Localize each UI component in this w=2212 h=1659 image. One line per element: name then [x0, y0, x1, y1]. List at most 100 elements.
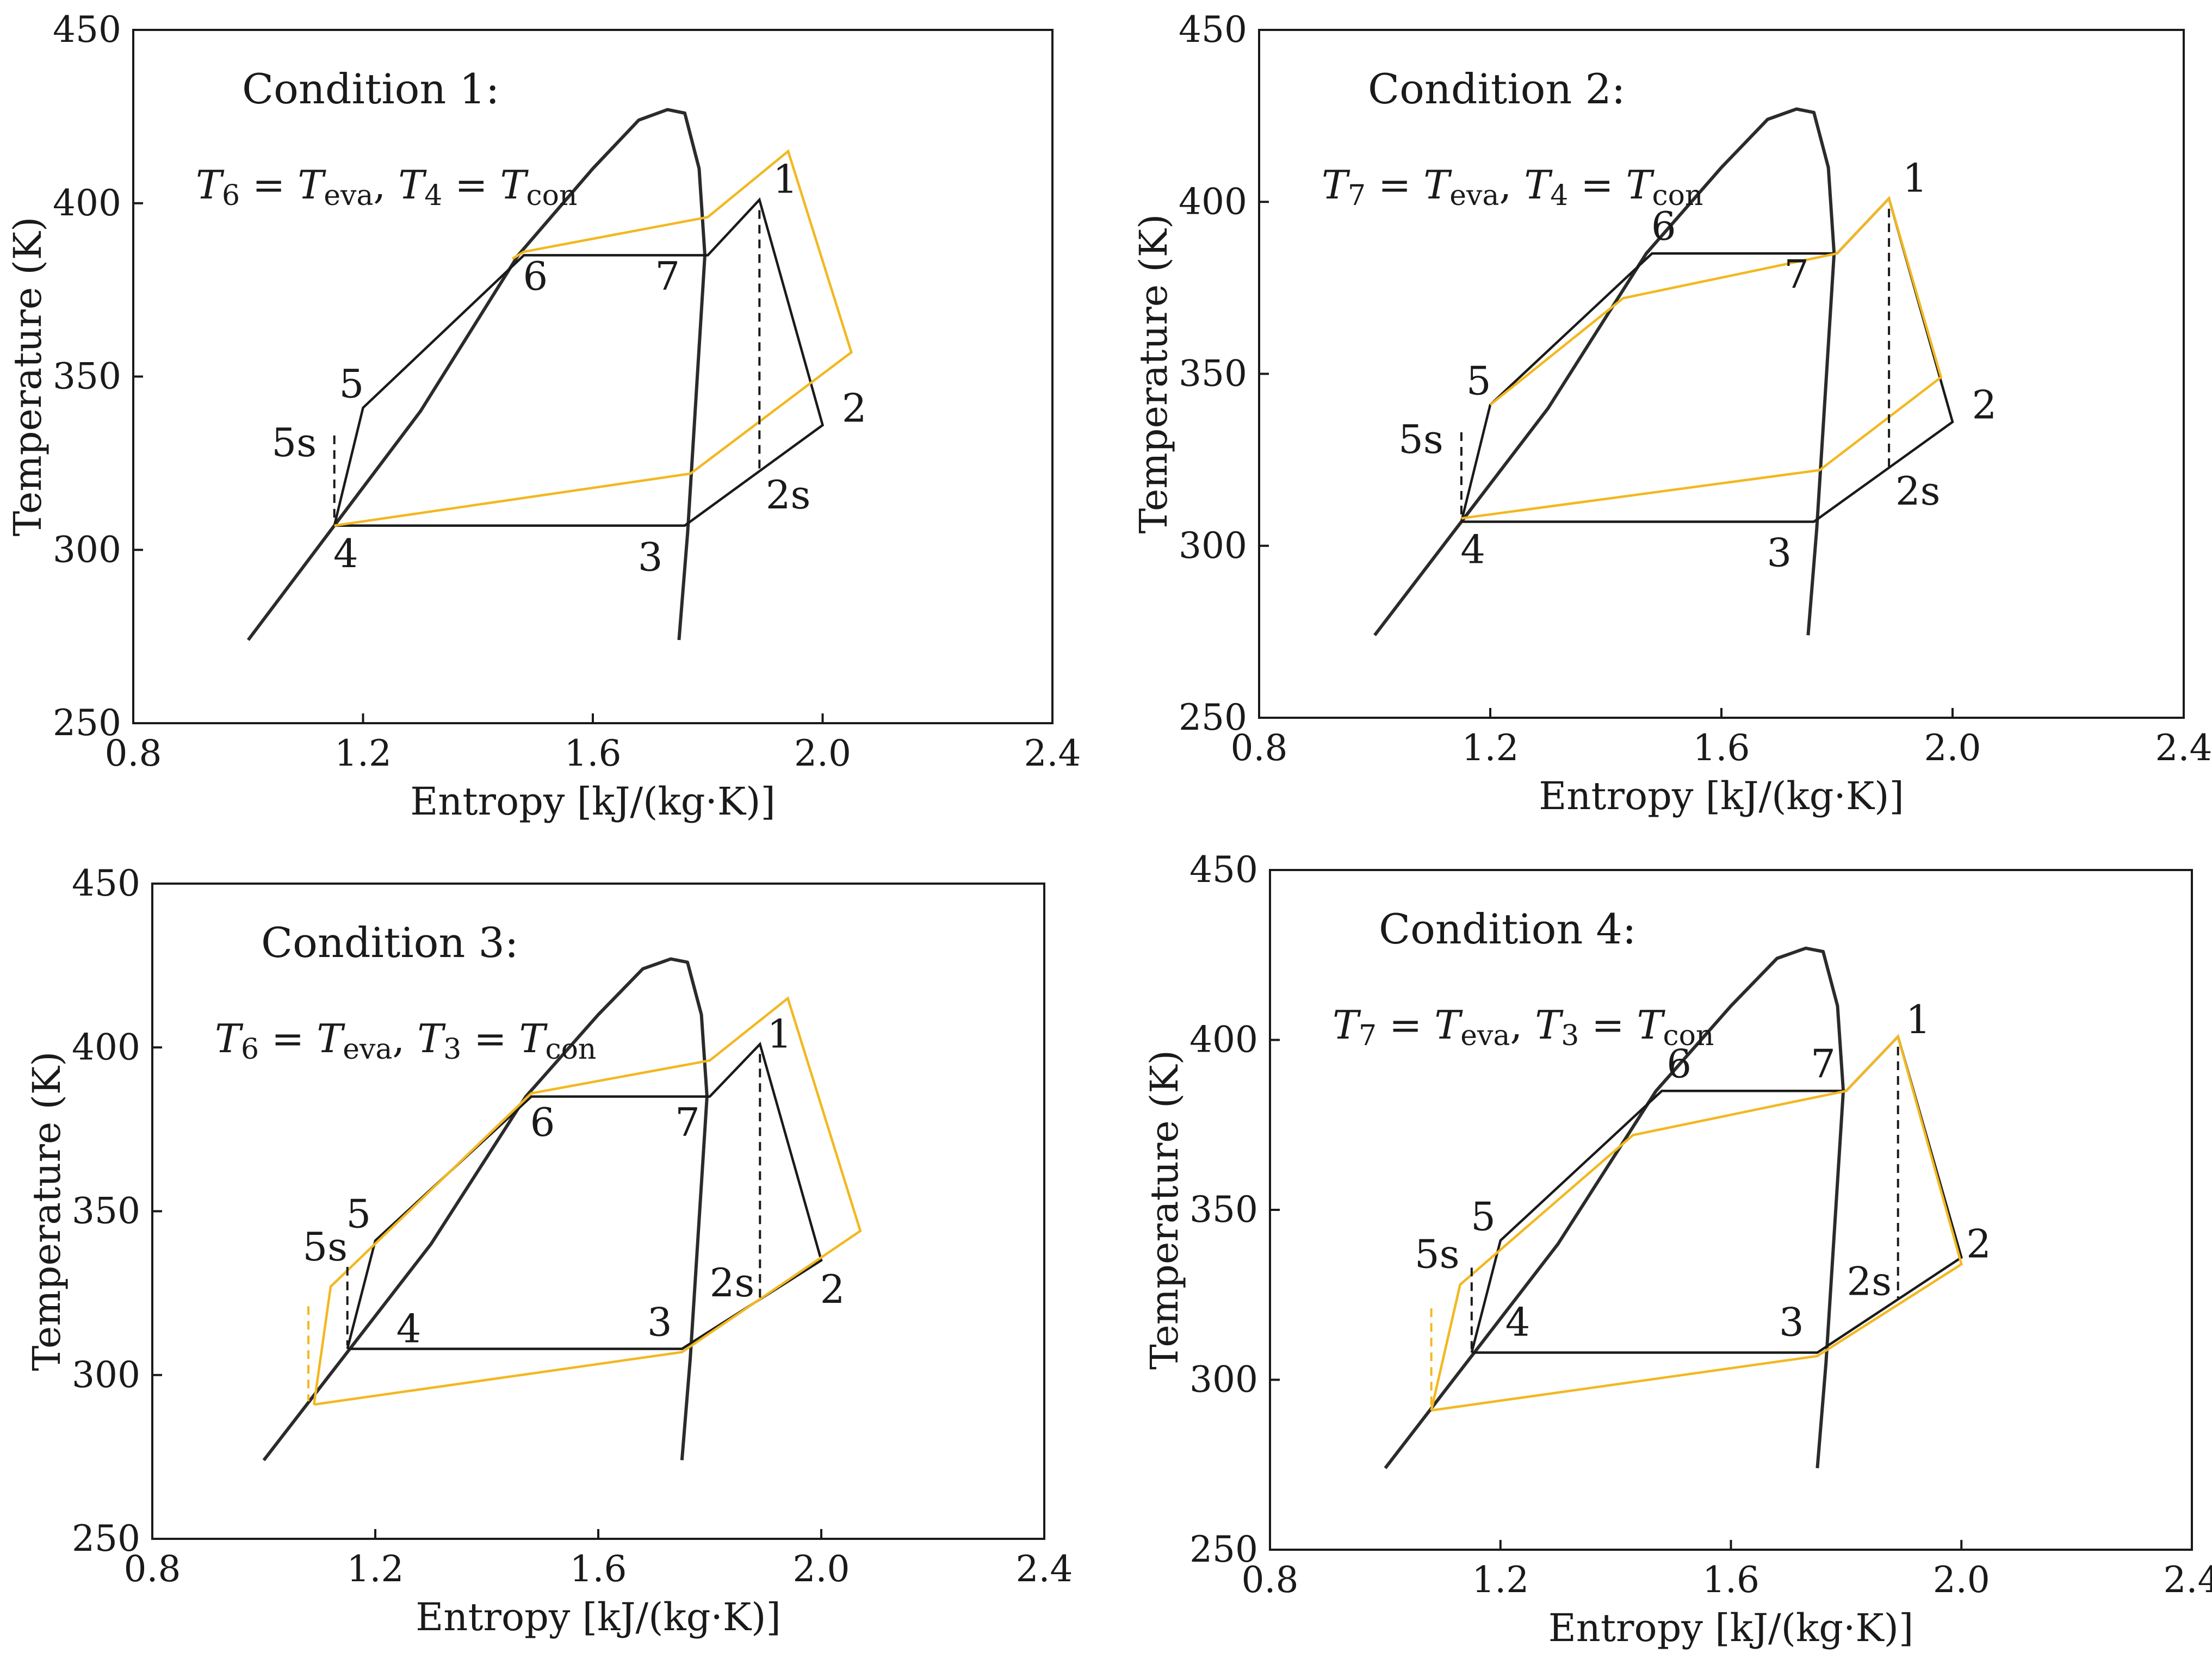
state-point-label: 4: [1505, 1299, 1531, 1345]
x-tick-label: 1.2: [1472, 1559, 1529, 1601]
equation-subscript: 3: [443, 1033, 461, 1066]
y-tick-label: 350: [1189, 1189, 1258, 1231]
equation-operator: ,: [392, 1016, 417, 1061]
x-tick-label: 1.6: [1702, 1559, 1759, 1601]
plot-frame: [1269, 869, 2193, 1551]
equation-symbol: T: [317, 1016, 345, 1061]
x-tick-label: 0.8: [124, 1548, 181, 1590]
state-point-label: 5s: [1415, 1231, 1460, 1277]
x-tick-label: 2.0: [793, 1548, 850, 1590]
equation-symbol: T: [519, 1016, 548, 1061]
equation-operator: =: [259, 1016, 317, 1061]
equation-symbol: T: [1637, 1002, 1665, 1048]
saturation-dome: [1384, 946, 1845, 1469]
state-point-label: 6: [1666, 1041, 1691, 1086]
equation-symbol: T: [196, 162, 225, 208]
equation-subscript: 4: [1550, 179, 1568, 212]
equation-symbol: T: [1535, 1002, 1564, 1048]
y-tick-label: 450: [1179, 9, 1247, 51]
state-point-label: 7: [1784, 251, 1809, 297]
state-point-label: 2s: [710, 1260, 755, 1306]
x-tick-label: 1.6: [570, 1548, 627, 1590]
state-point-label: 6: [523, 253, 548, 299]
state-point-label: 2: [820, 1266, 845, 1312]
x-tick-label: 1.6: [1693, 727, 1750, 769]
condition-title: Condition 1:: [242, 65, 499, 113]
y-tick-label: 400: [1179, 181, 1247, 222]
condition-title: Condition 2:: [1368, 65, 1625, 113]
x-tick-label: 1.2: [334, 732, 392, 774]
state-point-label: 4: [396, 1306, 422, 1352]
state-point-label: 1: [1906, 997, 1931, 1042]
equation-subscript: 3: [1561, 1020, 1579, 1052]
x-tick-label: 2.4: [1024, 732, 1081, 774]
y-axis-label: Temperature (K): [1142, 1050, 1187, 1370]
x-tick-label: 2.0: [1933, 1559, 1990, 1601]
state-point-label: 1: [1903, 155, 1928, 201]
plot-frame: [151, 883, 1045, 1540]
state-point-label: 6: [1651, 203, 1676, 249]
y-tick-label: 250: [1179, 697, 1247, 738]
equation-subscript: 7: [1348, 179, 1366, 212]
state-point-label: 5s: [271, 420, 317, 465]
equation-subscript: con: [526, 179, 577, 212]
equation-operator: =: [1366, 162, 1423, 208]
equation-symbol: T: [215, 1016, 244, 1061]
x-axis-label: Entropy [kJ/(kg·K)]: [1548, 1606, 1914, 1650]
state-point-label: 7: [675, 1099, 700, 1145]
modified-cycle-line: [1430, 1034, 1963, 1412]
modified-cycle-line: [1461, 196, 1943, 520]
y-tick-label: 250: [53, 702, 121, 744]
modified-cycle-line: [313, 996, 862, 1406]
x-tick-label: 2.0: [794, 732, 851, 774]
equation-symbol: T: [1434, 1002, 1463, 1048]
equation-symbol: T: [1524, 162, 1553, 208]
equation-symbol: T: [1423, 162, 1452, 208]
basic-cycle-line: [346, 1041, 823, 1350]
equation-subscript: 4: [424, 179, 442, 212]
equation-symbol: T: [500, 162, 529, 208]
chart-panel-1: 0.8 1.2 1.6 2.0 2.4 250 300 350 400 450 Entropy [k…: [5, 9, 1081, 824]
state-point-label: 2: [1972, 382, 1997, 428]
x-axis-label: Entropy [kJ/(kg·K)]: [1539, 774, 1904, 818]
x-tick-label: 2.0: [1924, 727, 1981, 769]
equation-symbol: T: [298, 162, 326, 208]
equation-operator: ,: [1510, 1002, 1535, 1048]
modified-cycle-line: [334, 149, 853, 527]
basic-cycle-line: [333, 197, 825, 527]
state-point-label: 2s: [1895, 468, 1941, 514]
condition-equation: T6 = Teva, T3 = Tcon: [215, 1016, 596, 1066]
x-tick-label: 0.8: [1242, 1559, 1299, 1601]
state-point-label: 6: [530, 1099, 555, 1145]
state-point-label: 5: [1471, 1194, 1496, 1240]
chart-panel-4: 0.8 1.2 1.6 2.0 2.4 250 300 350 400 450 Entropy [k…: [1142, 849, 2212, 1650]
y-tick-label: 300: [1179, 525, 1247, 567]
x-tick-label: 0.8: [1231, 727, 1288, 769]
y-axis-label: Temperature (K): [1131, 214, 1176, 534]
y-axis-label: Temperature (K): [5, 217, 50, 537]
equation-symbol: T: [417, 1016, 446, 1061]
y-tick-label: 450: [72, 862, 140, 904]
y-tick-label: 250: [72, 1518, 140, 1559]
y-tick-label: 300: [72, 1354, 140, 1396]
equation-operator: =: [240, 162, 298, 208]
state-point-label: 5: [346, 1191, 371, 1237]
x-tick-label: 1.6: [565, 732, 622, 774]
condition-equation: T6 = Teva, T4 = Tcon: [196, 162, 577, 212]
state-point-label: 2s: [1847, 1258, 1892, 1304]
state-point-label: 5: [339, 361, 364, 407]
state-point-label: 5s: [1398, 417, 1443, 462]
x-tick-label: 2.4: [2155, 727, 2212, 769]
equation-subscript: 6: [222, 179, 240, 212]
equation-subscript: eva: [1460, 1020, 1510, 1052]
condition-equation: T7 = Teva, T3 = Tcon: [1333, 1002, 1714, 1052]
basic-cycle-line: [1460, 196, 1954, 523]
equation-operator: =: [1568, 162, 1626, 208]
equation-subscript: eva: [1449, 179, 1499, 212]
state-point-label: 3: [1767, 530, 1792, 576]
plot-frame: [132, 29, 1054, 724]
chart-panel-3: 0.8 1.2 1.6 2.0 2.4 250 300 350 400 450 Entropy [k…: [24, 862, 1073, 1639]
equation-symbol: T: [1322, 162, 1350, 208]
equation-operator: =: [461, 1016, 519, 1061]
